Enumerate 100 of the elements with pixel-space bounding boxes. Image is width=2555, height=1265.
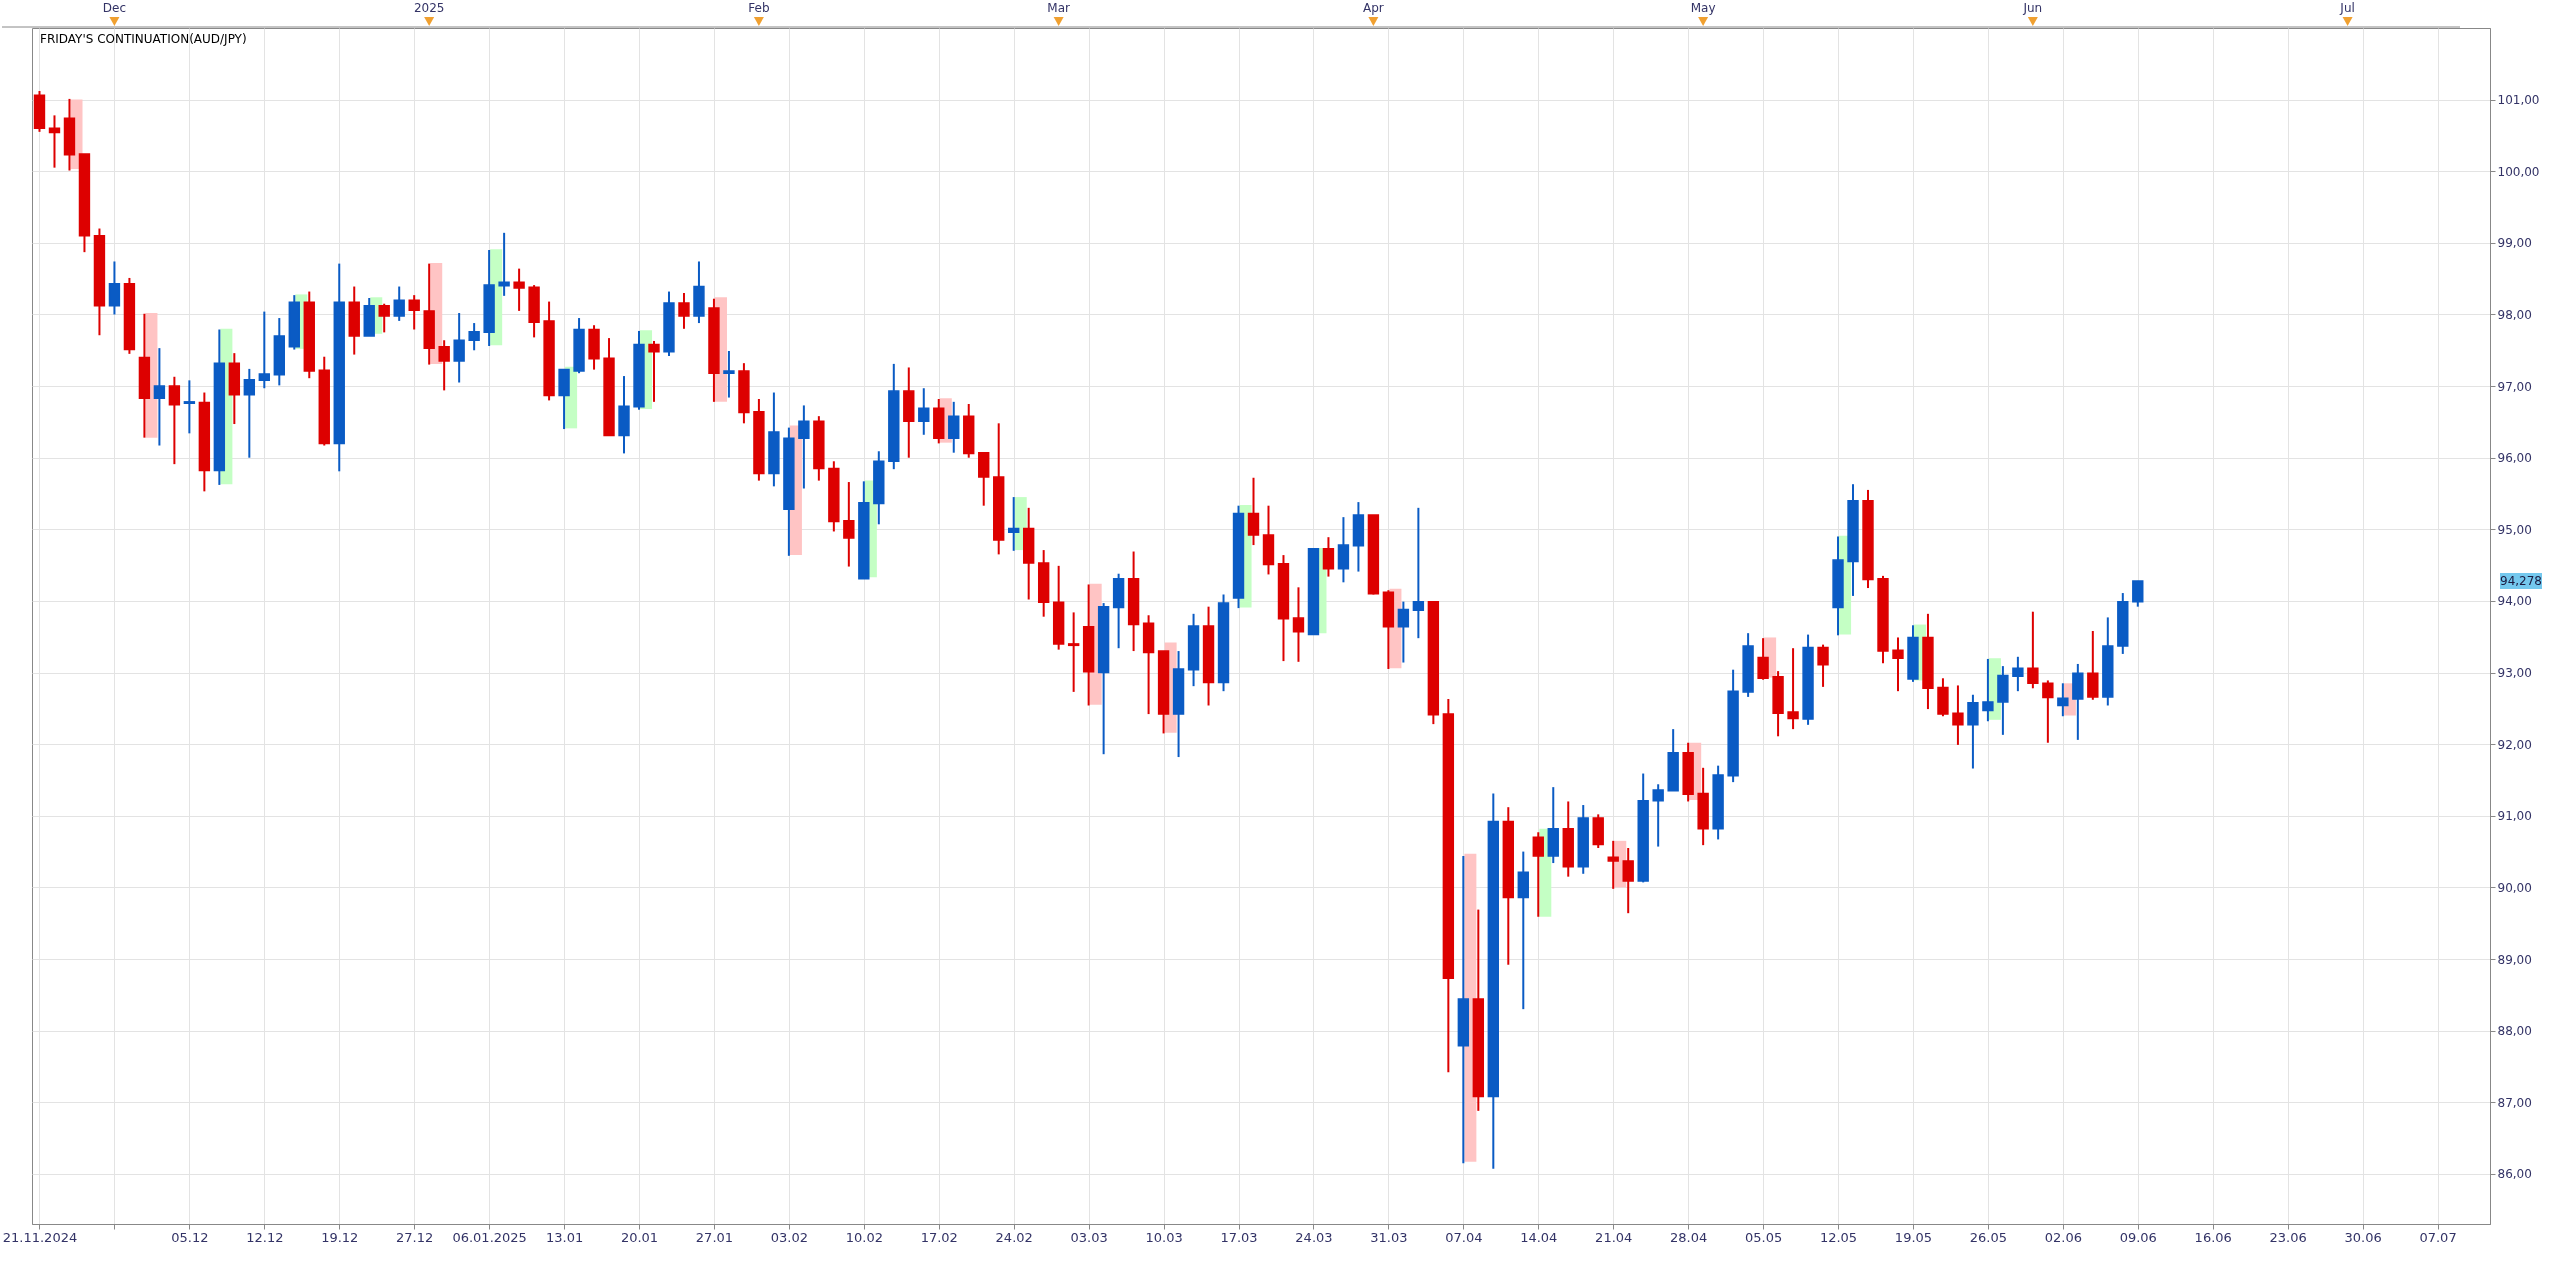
y-tick-label: 95,00 bbox=[2497, 522, 2532, 537]
x-tick-label: 26.05 bbox=[1969, 1229, 2008, 1245]
candlestick bbox=[2057, 682, 2069, 718]
candlestick bbox=[453, 312, 465, 384]
candlestick bbox=[1412, 506, 1425, 640]
text: 2025 bbox=[413, 1, 445, 15]
candlestick bbox=[258, 310, 271, 390]
x-tick-label: 27.12 bbox=[396, 1229, 434, 1245]
text: Mar bbox=[1047, 1, 1071, 15]
x-tick-label: 19.12 bbox=[321, 1229, 359, 1245]
x-tick-label: 02.06 bbox=[2044, 1229, 2082, 1245]
x-tick-label: 23.06 bbox=[2269, 1229, 2307, 1245]
x-tick-label: 31.03 bbox=[1370, 1229, 1408, 1245]
y-tick-label: 92,00 bbox=[2497, 737, 2532, 752]
y-tick-label: 93,00 bbox=[2497, 666, 2532, 681]
candlestick bbox=[243, 367, 256, 459]
candlestick bbox=[1892, 636, 1904, 693]
text: Feb bbox=[748, 1, 770, 15]
text: Jun bbox=[2022, 1, 2043, 15]
y-tick-label: 94,00 bbox=[2497, 594, 2532, 609]
x-tick-label: 21.04 bbox=[1595, 1229, 1633, 1245]
candlestick bbox=[1532, 831, 1544, 918]
x-tick-label: 13.01 bbox=[545, 1229, 584, 1245]
text: Apr bbox=[1363, 1, 1384, 15]
x-tick-label: 28.04 bbox=[1670, 1229, 1708, 1245]
candlestick bbox=[2012, 655, 2024, 693]
candlestick bbox=[2087, 630, 2099, 701]
y-tick-label: 98,00 bbox=[2497, 307, 2532, 322]
x-tick-label: 06.01.2025 bbox=[452, 1229, 527, 1245]
candlestick bbox=[513, 267, 525, 312]
x-tick-label: 03.02 bbox=[770, 1229, 808, 1245]
x-tick-label: 17.03 bbox=[1220, 1229, 1258, 1245]
candlestick bbox=[723, 349, 735, 399]
candlestick bbox=[2027, 610, 2039, 690]
candlestick bbox=[1787, 647, 1799, 731]
candlestick bbox=[1967, 693, 1979, 770]
candlestick bbox=[168, 375, 181, 466]
text: 94,278 bbox=[2500, 574, 2542, 589]
candlestick bbox=[378, 302, 390, 334]
x-tick-label: 07.07 bbox=[2419, 1229, 2457, 1245]
x-tick-label: 21.11.2024 bbox=[2, 1229, 78, 1245]
candlestick bbox=[1322, 536, 1335, 578]
candlestick bbox=[1817, 643, 1829, 688]
candlestick bbox=[153, 347, 166, 447]
candlestick bbox=[1247, 476, 1260, 547]
candlestick bbox=[468, 322, 480, 352]
y-tick-label: 87,00 bbox=[2497, 1095, 2532, 1110]
candlestick bbox=[2042, 679, 2054, 744]
candlestick bbox=[1397, 600, 1410, 664]
x-tick-label: 05.12 bbox=[171, 1229, 209, 1245]
x-tick-label: 07.04 bbox=[1445, 1229, 1483, 1245]
candlestick bbox=[393, 285, 405, 322]
candlestick bbox=[1622, 847, 1634, 915]
text: Jul bbox=[2339, 1, 2355, 15]
candlestick bbox=[1652, 783, 1664, 848]
candlestick bbox=[1337, 516, 1350, 584]
candlestick bbox=[1067, 611, 1080, 693]
y-tick-label: 90,00 bbox=[2497, 880, 2532, 895]
y-tick-label: 88,00 bbox=[2497, 1024, 2532, 1039]
x-tick-label: 12.12 bbox=[246, 1229, 284, 1245]
x-tick-label: 17.02 bbox=[920, 1229, 958, 1245]
candlestick bbox=[1607, 839, 1619, 890]
x-tick-label: 10.03 bbox=[1145, 1229, 1183, 1245]
candlestick bbox=[948, 400, 960, 454]
candlestick bbox=[678, 291, 690, 330]
candlestick bbox=[408, 294, 420, 331]
x-tick-label: 10.02 bbox=[845, 1229, 883, 1245]
candlestick bbox=[1008, 496, 1020, 552]
candlestick bbox=[1757, 637, 1769, 681]
x-tick-label: 16.06 bbox=[2194, 1229, 2232, 1245]
x-tick-label: 05.05 bbox=[1744, 1229, 1783, 1245]
chart-title: FRIDAY'S CONTINUATION(AUD/JPY) bbox=[40, 32, 247, 46]
y-tick-label: 91,00 bbox=[2497, 809, 2532, 824]
y-tick-label: 89,00 bbox=[2497, 952, 2532, 967]
candlestick bbox=[843, 481, 855, 568]
candlestick bbox=[108, 260, 121, 316]
candlestick bbox=[1982, 657, 1994, 723]
y-tick-label: 96,00 bbox=[2497, 451, 2532, 466]
x-tick-label: 12.05 bbox=[1819, 1229, 1858, 1245]
x-tick-label: 27.01 bbox=[695, 1229, 734, 1245]
x-tick-label: 30.06 bbox=[2344, 1229, 2382, 1245]
x-tick-label: 19.05 bbox=[1894, 1229, 1933, 1245]
y-tick-label: 97,00 bbox=[2497, 379, 2532, 394]
y-tick-label: 99,00 bbox=[2497, 236, 2532, 251]
candlestick bbox=[648, 339, 660, 403]
candlestick bbox=[1292, 586, 1305, 663]
candlestick bbox=[498, 231, 510, 297]
candlestick bbox=[918, 387, 930, 436]
candlestick bbox=[183, 379, 196, 435]
x-tick-label: 20.01 bbox=[620, 1229, 659, 1245]
text: May bbox=[1690, 1, 1716, 15]
x-tick-label: 14.04 bbox=[1520, 1229, 1558, 1245]
x-tick-label: 09.06 bbox=[2119, 1229, 2157, 1245]
candlestick bbox=[798, 404, 810, 490]
x-tick-label: 03.03 bbox=[1070, 1229, 1108, 1245]
x-tick-label: 24.03 bbox=[1295, 1229, 1333, 1245]
candlestick bbox=[438, 339, 450, 392]
candlestick bbox=[2132, 579, 2144, 608]
candlestick bbox=[1952, 684, 1964, 746]
y-tick-label: 101,00 bbox=[2497, 93, 2540, 108]
